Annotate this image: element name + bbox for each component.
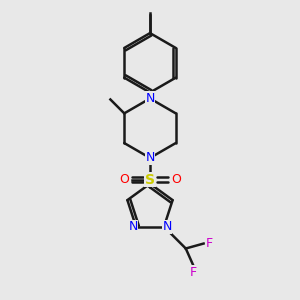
Text: N: N <box>162 220 172 233</box>
Text: S: S <box>145 173 155 187</box>
Text: F: F <box>206 237 213 250</box>
Text: N: N <box>128 220 138 233</box>
Text: N: N <box>145 152 155 164</box>
Text: F: F <box>190 266 197 279</box>
Text: O: O <box>171 173 181 186</box>
Text: N: N <box>145 92 155 105</box>
Text: O: O <box>119 173 129 186</box>
